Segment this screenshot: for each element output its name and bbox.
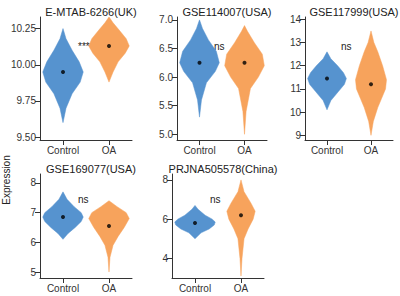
svg-text:Expression: Expression xyxy=(1,155,12,204)
svg-text:OA: OA xyxy=(364,145,379,156)
svg-text:9: 9 xyxy=(295,130,301,141)
svg-text:PRJNA505578(China): PRJNA505578(China) xyxy=(169,163,278,175)
svg-text:ns: ns xyxy=(78,194,89,205)
svg-text:6: 6 xyxy=(162,214,168,225)
svg-text:10.00: 10.00 xyxy=(11,59,36,70)
svg-text:8: 8 xyxy=(162,174,168,185)
svg-text:GSE169077(USA): GSE169077(USA) xyxy=(46,163,136,175)
svg-text:11: 11 xyxy=(291,83,302,94)
svg-text:***: *** xyxy=(78,41,90,52)
svg-text:6.0: 6.0 xyxy=(159,72,173,83)
svg-text:6: 6 xyxy=(30,237,36,248)
svg-text:ns: ns xyxy=(210,194,221,205)
svg-text:5.5: 5.5 xyxy=(159,100,173,111)
svg-text:5: 5 xyxy=(30,267,36,278)
svg-text:9.50: 9.50 xyxy=(17,132,37,143)
svg-text:4: 4 xyxy=(162,253,168,264)
svg-text:5.0: 5.0 xyxy=(159,129,173,140)
svg-text:OA: OA xyxy=(234,283,249,294)
svg-text:6.5: 6.5 xyxy=(159,43,173,54)
svg-text:9.75: 9.75 xyxy=(17,95,37,106)
svg-text:Control: Control xyxy=(179,283,211,294)
svg-text:8: 8 xyxy=(30,177,36,188)
svg-text:12: 12 xyxy=(290,60,302,71)
svg-text:E-MTAB-6266(UK): E-MTAB-6266(UK) xyxy=(45,6,136,18)
svg-text:Control: Control xyxy=(183,145,215,156)
svg-text:10: 10 xyxy=(290,107,302,118)
svg-text:OA: OA xyxy=(102,145,117,156)
svg-text:14: 14 xyxy=(290,14,302,25)
svg-text:Control: Control xyxy=(311,145,343,156)
svg-text:GSE114007(USA): GSE114007(USA) xyxy=(182,6,271,18)
svg-text:7.0: 7.0 xyxy=(159,14,173,25)
svg-text:7: 7 xyxy=(30,207,36,218)
svg-text:ns: ns xyxy=(214,41,225,53)
svg-text:OA: OA xyxy=(102,283,117,294)
svg-text:OA: OA xyxy=(237,145,252,156)
svg-text:ns: ns xyxy=(341,41,352,52)
svg-text:Control: Control xyxy=(47,283,79,294)
svg-text:10.25: 10.25 xyxy=(11,23,36,34)
svg-text:Control: Control xyxy=(47,145,79,156)
svg-text:GSE117999(USA): GSE117999(USA) xyxy=(309,6,398,18)
svg-text:13: 13 xyxy=(290,37,302,48)
